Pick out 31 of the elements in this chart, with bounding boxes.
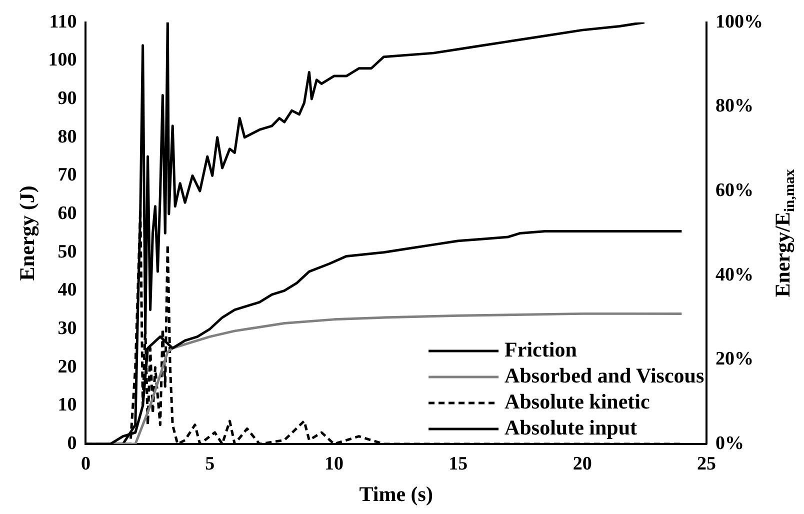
x-tick-label: 20 [572, 453, 592, 474]
legend-label: Friction [504, 337, 578, 362]
y-tick-label: 110 [49, 11, 77, 32]
y-tick-label: 90 [58, 88, 77, 109]
y-tick-label: 80 [58, 126, 77, 148]
y-tick-label: 20 [58, 356, 77, 378]
y-tick-label: 70 [58, 164, 77, 186]
x-tick-label: 15 [448, 453, 468, 474]
y-tick-label: 10 [58, 394, 77, 416]
y2-tick-label: 0% [716, 432, 744, 454]
y-tick-label: 0 [67, 432, 77, 454]
y-tick-label: 30 [58, 318, 77, 339]
legend-label: Absolute input [504, 415, 638, 440]
y2-tick-label: 80% [716, 96, 754, 117]
x-tick-label: 0 [80, 453, 90, 474]
y2-tick-label: 100% [716, 11, 763, 32]
y2-tick-label: 20% [716, 348, 754, 370]
legend-label: Absorbed and Viscous [504, 363, 704, 388]
y2-tick-label: 60% [716, 180, 754, 201]
y-tick-label: 40 [58, 280, 77, 301]
legend-label: Absolute kinetic [504, 389, 650, 414]
y-tick-label: 50 [58, 241, 77, 262]
x-tick-label: 25 [697, 453, 716, 474]
y-tick-label: 60 [58, 202, 77, 224]
x-tick-label: 10 [324, 453, 344, 474]
y-tick-label: 100 [48, 50, 77, 71]
y2-tick-label: 40% [716, 264, 754, 286]
y-axis-title: Energy (J) [15, 186, 40, 281]
x-axis-title: Time (s) [359, 482, 433, 506]
x-tick-label: 5 [205, 453, 215, 474]
y2-axis-title: Energy/Ein,max [770, 168, 798, 298]
